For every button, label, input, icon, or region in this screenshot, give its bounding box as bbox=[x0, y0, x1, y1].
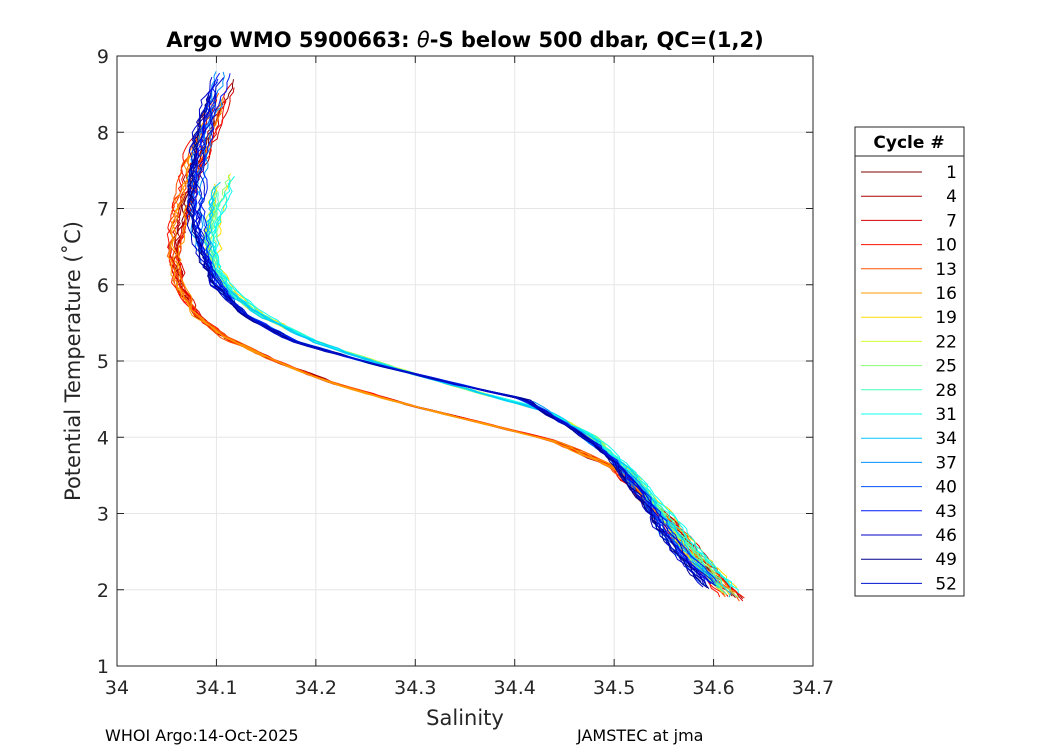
legend-label: 34 bbox=[935, 429, 957, 449]
legend-entries: 1 4 7 10 13 16 19 22 25 28 31 34 37 40 43 46 49 52 bbox=[861, 163, 957, 594]
legend: Cycle # 1 4 7 10 13 16 19 22 25 28 31 34 37 40 43 46 49 5… bbox=[854, 126, 965, 597]
legend-label: 10 bbox=[935, 236, 957, 256]
x-tick-label: 34.3 bbox=[394, 677, 436, 699]
legend-label: 16 bbox=[935, 284, 957, 304]
legend-label: 19 bbox=[935, 308, 957, 328]
profile-cycle-52 bbox=[197, 94, 715, 584]
x-tick-label: 34.6 bbox=[692, 677, 734, 699]
x-tick-label: 34.7 bbox=[792, 677, 834, 699]
y-tick-label: 5 bbox=[97, 351, 109, 373]
legend-label: 37 bbox=[935, 453, 957, 473]
profile-cycle-51 bbox=[187, 81, 705, 585]
footer-credit: WHOI Argo:14-Oct-2025 bbox=[105, 726, 299, 745]
legend-box bbox=[854, 126, 965, 597]
y-tick-label: 3 bbox=[97, 504, 109, 526]
y-tick-label: 2 bbox=[97, 580, 109, 602]
x-axis-label: Salinity bbox=[426, 706, 504, 730]
legend-label: 22 bbox=[935, 332, 957, 352]
legend-label: 43 bbox=[935, 502, 957, 522]
legend-label: 40 bbox=[935, 478, 957, 498]
y-tick-label: 6 bbox=[97, 275, 109, 297]
y-tick-label: 9 bbox=[97, 46, 109, 68]
y-axis-ticks: 1 2 3 4 5 6 7 8 9 bbox=[97, 46, 813, 678]
legend-label: 28 bbox=[935, 381, 957, 401]
legend-label: 49 bbox=[935, 550, 957, 570]
x-tick-label: 34.5 bbox=[593, 677, 635, 699]
chart-title: Argo WMO 5900663: θ-S below 500 dbar, QC… bbox=[166, 28, 763, 52]
legend-label: 52 bbox=[935, 574, 957, 594]
y-tick-label: 4 bbox=[97, 427, 109, 449]
profile-cycle-35 bbox=[207, 181, 732, 598]
y-tick-label: 1 bbox=[97, 656, 109, 678]
y-tick-label: 7 bbox=[97, 199, 109, 221]
footer-source: JAMSTEC at jma bbox=[577, 726, 704, 745]
legend-title: Cycle # bbox=[873, 133, 944, 153]
legend-label: 1 bbox=[946, 163, 957, 183]
x-tick-label: 34.1 bbox=[195, 677, 237, 699]
legend-label: 4 bbox=[946, 187, 957, 207]
x-tick-label: 34.4 bbox=[494, 677, 536, 699]
y-tick-label: 8 bbox=[97, 122, 109, 144]
legend-label: 46 bbox=[935, 526, 957, 546]
x-tick-label: 34 bbox=[105, 677, 129, 699]
legend-label: 7 bbox=[946, 211, 957, 231]
x-axis-ticks: 34 34.1 34.2 34.3 34.4 34.5 34.6 34.7 bbox=[105, 56, 834, 699]
y-axis-label: Potential Temperature (˚C) bbox=[61, 221, 85, 501]
grid-lines bbox=[117, 56, 813, 666]
legend-label: 13 bbox=[935, 260, 957, 280]
legend-label: 31 bbox=[935, 405, 957, 425]
x-tick-label: 34.2 bbox=[295, 677, 337, 699]
profile-lines bbox=[166, 71, 745, 602]
legend-label: 25 bbox=[935, 357, 957, 377]
